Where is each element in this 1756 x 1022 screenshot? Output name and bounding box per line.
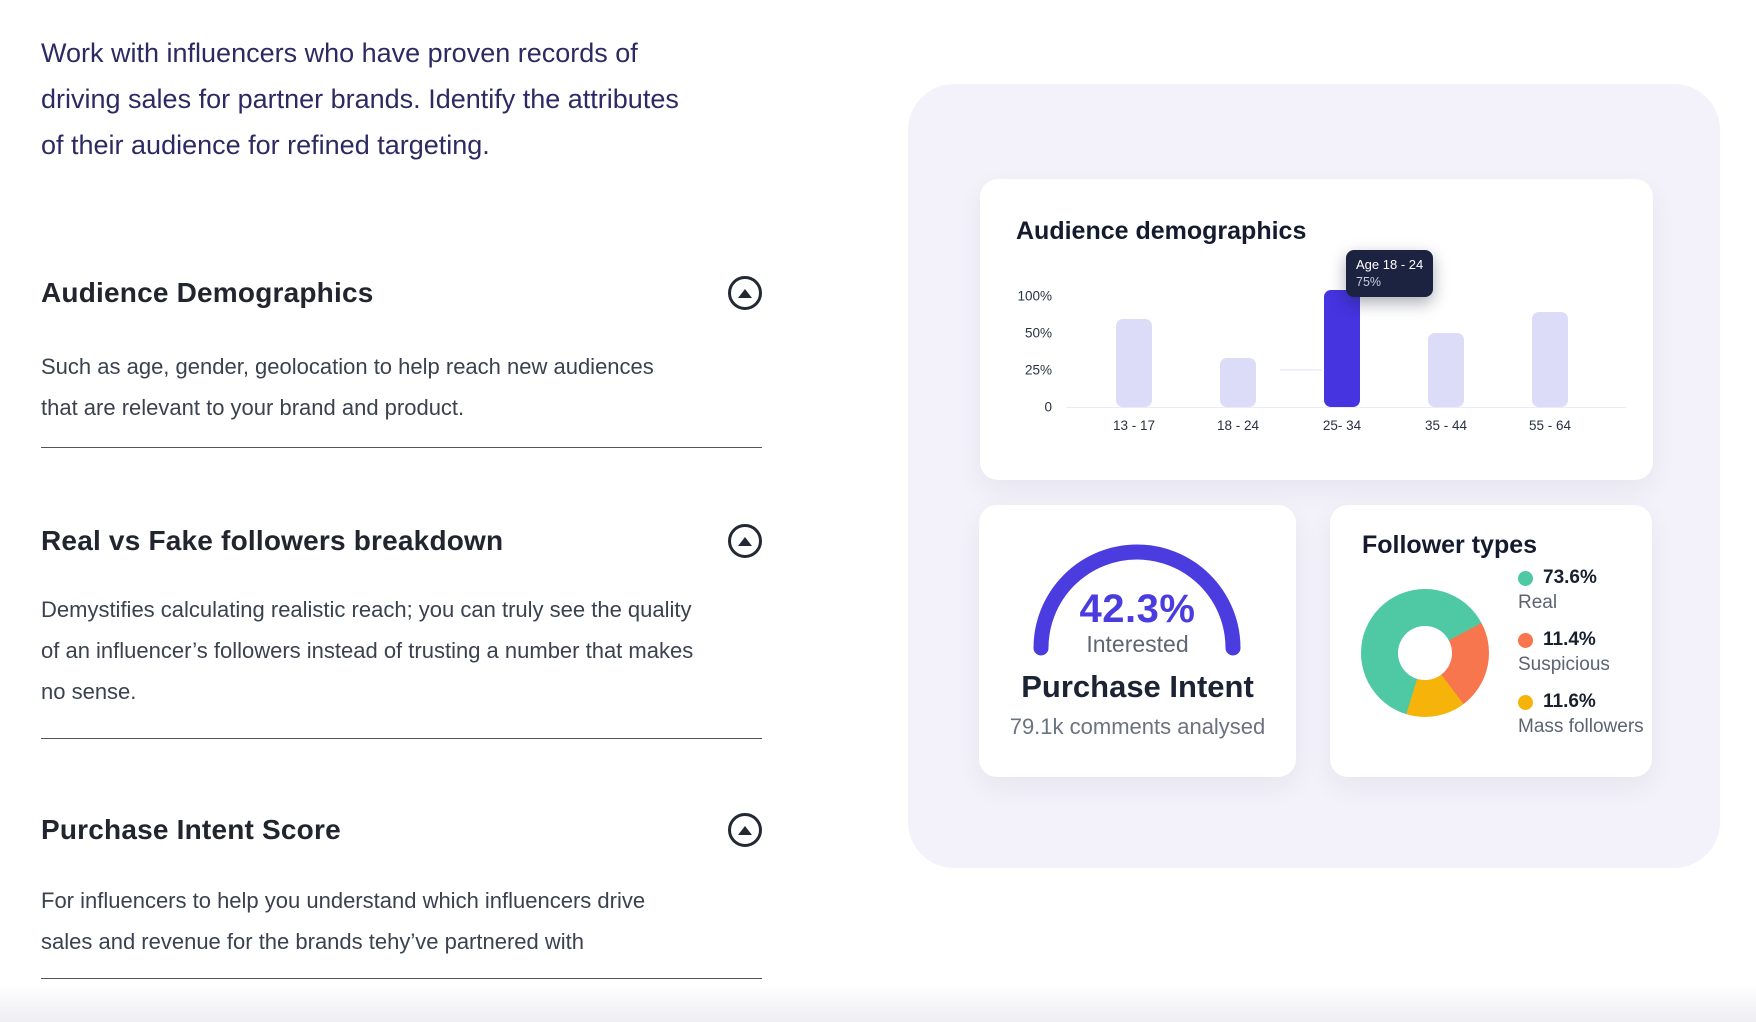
x-tick: 55 - 64 [1528,418,1572,433]
chart-title: Audience demographics [1016,217,1307,245]
collapse-button[interactable] [728,524,762,558]
follower-types-card: Follower types 73.6% Real 11.4% Suspicious 1… [1330,505,1652,777]
gridline-fragment [1280,369,1322,371]
section-title: Purchase Intent Score [41,814,341,845]
divider [41,978,762,979]
donut-chart [1361,589,1489,717]
legend-item: 11.6% Mass followers [1518,691,1648,738]
donut-legend: 73.6% Real 11.4% Suspicious 11.6% Mass follow… [1518,567,1648,753]
section-body: Such as age, gender, geolocation to help… [41,354,654,420]
y-tick: 50% [1024,325,1052,341]
legend-label: Real [1518,592,1558,613]
next-section-edge [0,984,1756,1022]
legend-dot [1518,570,1533,586]
section-real-vs-fake: Real vs Fake followers breakdown [41,522,762,560]
bar-series [980,290,1653,407]
legend-item: 11.4% Suspicious [1518,629,1648,676]
y-tick: 0 [1044,399,1052,415]
tooltip-value: 75% [1356,275,1382,289]
section-body: Demystifies calculating realistic reach;… [41,597,694,704]
legend-label: Suspicious [1518,654,1610,675]
collapse-button[interactable] [728,813,762,847]
legend-item: 73.6% Real [1518,567,1648,614]
audience-demographics-card: Audience demographics 100% 50% 25% 0 13 - 1… [980,179,1653,480]
x-tick: 13 - 17 [1112,418,1156,433]
legend-dot [1518,632,1533,648]
card-title: Follower types [1362,531,1538,559]
section-audience-demographics: Audience Demographics [41,274,762,312]
legend-value: 11.4% [1543,629,1596,650]
legend-label: Mass followers [1518,716,1644,737]
x-axis-line [1066,407,1626,408]
card-title: Purchase Intent [1021,669,1254,704]
section-title: Audience Demographics [41,277,374,308]
legend-value: 11.6% [1543,691,1596,712]
tooltip-title: Age 18 - 24 [1356,257,1424,272]
x-tick: 35 - 44 [1424,418,1468,433]
x-tick: 18 - 24 [1216,418,1260,433]
chevron-up-icon [738,288,752,298]
section-body: For influencers to help you understand w… [41,888,646,954]
section-title: Real vs Fake followers breakdown [41,525,504,556]
intro-paragraph: Work with influencers who have proven re… [41,38,679,160]
purchase-intent-card: 42.3% Interested Purchase Intent 79.1k c… [979,505,1296,777]
chevron-up-icon [738,536,752,546]
bar-tooltip: Age 18 - 24 75% [1346,250,1434,297]
gauge-value-label: Interested [1086,631,1189,657]
collapse-button[interactable] [728,276,762,310]
bar-13 - 17[interactable] [1116,319,1152,407]
section-purchase-intent-score: Purchase Intent Score [41,811,762,849]
gauge-arc [1033,544,1241,656]
chevron-up-icon [738,825,752,835]
gauge-value: 42.3% [1079,587,1196,631]
bar-55 - 64[interactable] [1532,312,1568,407]
legend-value: 73.6% [1543,567,1597,588]
y-tick: 25% [1024,362,1052,378]
legend-dot [1518,694,1533,710]
bar-18 - 24[interactable] [1220,358,1256,407]
card-subtitle: 79.1k comments analysed [1009,714,1266,739]
x-tick: 25- 34 [1322,418,1362,433]
bar-25- 34[interactable] [1324,290,1360,407]
divider [41,738,762,739]
y-tick: 100% [1017,288,1052,304]
bar-35 - 44[interactable] [1428,333,1464,407]
divider [41,447,762,448]
